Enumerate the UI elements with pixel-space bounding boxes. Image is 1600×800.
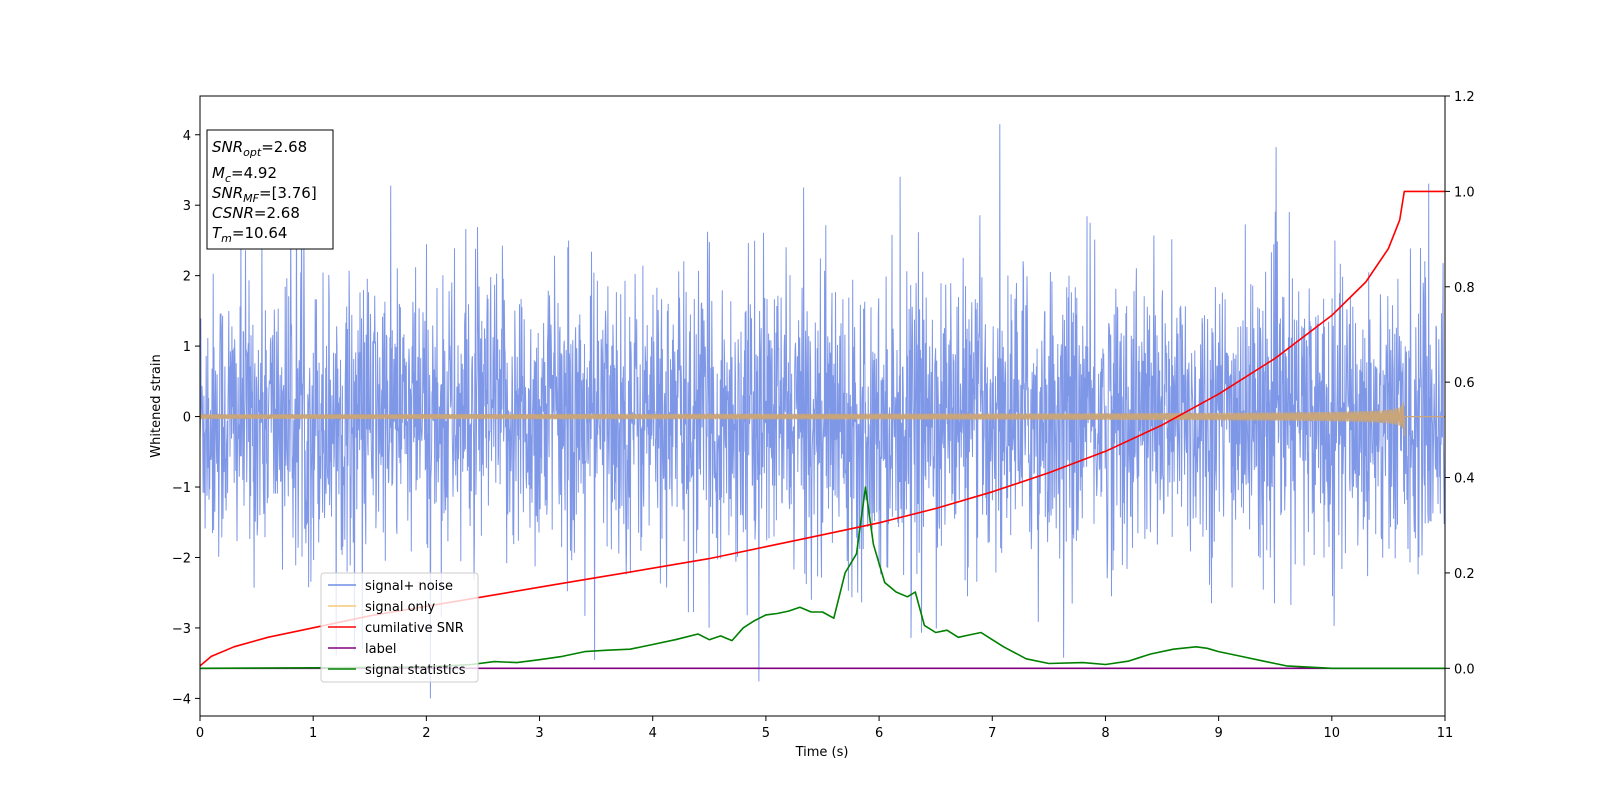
legend-label-signal-only: signal only (365, 600, 435, 615)
series-signal-only (200, 402, 1445, 437)
x-tick-label: 6 (875, 726, 883, 741)
y-right-tick-label: 0.6 (1454, 376, 1475, 391)
x-tick-label: 2 (422, 726, 430, 741)
x-tick-label: 5 (762, 726, 770, 741)
x-axis: 0 1 2 3 4 5 6 7 8 9 10 11 (196, 716, 1453, 741)
x-axis-label: Time (s) (795, 745, 849, 760)
y-right-tick-label: 1.2 (1454, 90, 1475, 105)
y-axis-left: −4 −3 −2 −1 0 1 2 3 4 (172, 129, 200, 707)
info-mc: Mc=4.92 (212, 164, 277, 185)
x-tick-label: 7 (988, 726, 996, 741)
info-snr-opt: SNRopt=2.68 (212, 138, 307, 159)
y-left-tick-label: 4 (183, 129, 191, 144)
plot-frame (199, 95, 1446, 717)
y-left-tick-label: 0 (183, 411, 191, 426)
y-right-tick-label: 1.0 (1454, 185, 1475, 200)
x-tick-label: 0 (196, 726, 204, 741)
y-right-tick-label: 0.4 (1454, 472, 1475, 487)
x-tick-label: 9 (1214, 726, 1222, 741)
y-left-tick-label: −3 (172, 622, 191, 637)
y-left-tick-label: 2 (183, 270, 191, 285)
y-left-tick-label: 1 (183, 340, 191, 355)
legend-frame (320, 572, 479, 683)
y-left-tick-label: −4 (172, 692, 191, 707)
x-tick-label: 3 (535, 726, 543, 741)
y-left-tick-label: −2 (172, 551, 191, 566)
y-right-tick-label: 0.2 (1454, 567, 1475, 582)
y-right-tick-label: 0.8 (1454, 281, 1475, 296)
x-tick-label: 1 (309, 726, 317, 741)
x-tick-label: 4 (649, 726, 657, 741)
legend-label-signal-noise: signal+ noise (365, 579, 453, 594)
x-tick-label: 8 (1101, 726, 1109, 741)
info-tm: Tm=10.64 (212, 224, 287, 245)
legend: signal+ noise signal only cumilative SNR… (320, 572, 479, 683)
info-csnr: CSNR=2.68 (212, 204, 300, 222)
y-left-tick-label: −1 (172, 481, 191, 496)
y-axis-label: Whitened strain (149, 354, 164, 457)
series-signal-noise (200, 124, 1445, 699)
info-box: SNRopt=2.68 Mc=4.92 SNRMF=[3.76] CSNR=2.… (206, 129, 334, 250)
y-right-tick-label: 0.0 (1454, 662, 1475, 677)
x-tick-label: 11 (1437, 726, 1454, 741)
info-box-frame (206, 129, 334, 250)
legend-label-label: label (365, 642, 396, 657)
legend-label-signal-statistics: signal statistics (365, 663, 466, 678)
y-axis-right: 0.0 0.2 0.4 0.6 0.8 1.0 1.2 (1445, 90, 1475, 677)
series-signal-statistics (200, 486, 1445, 670)
x-tick-label: 10 (1324, 726, 1341, 741)
y-left-tick-label: 3 (183, 199, 191, 214)
legend-label-cumulative-snr: cumilative SNR (365, 621, 464, 636)
info-snr-mf: SNRMF=[3.76] (212, 184, 317, 205)
